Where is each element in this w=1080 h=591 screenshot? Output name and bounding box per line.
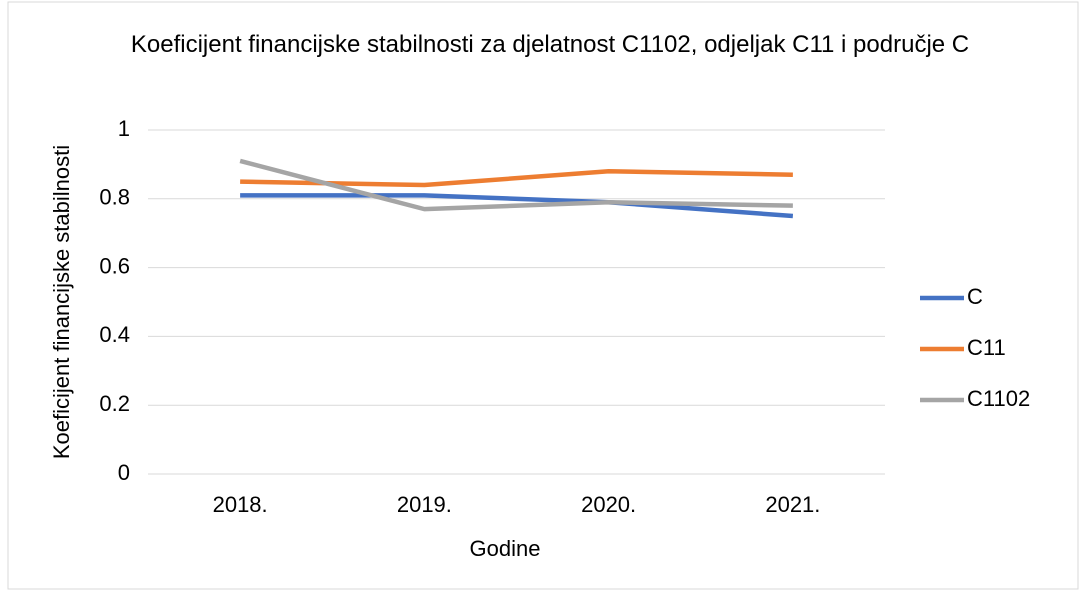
chart-border [7,1,1079,590]
x-axis-label: Godine [470,536,541,561]
y-tick-label: 0.2 [99,391,130,416]
chart-title: Koeficijent financijske stabilnosti za d… [130,31,970,58]
legend-label: C11 [967,335,1006,360]
legend-label: C1102 [967,386,1030,411]
y-tick-label: 0.6 [99,253,130,278]
y-tick-label: 1 [118,116,130,141]
y-tick-label: 0.4 [99,322,130,347]
y-axis-label: Koeficijent financijske stabilnosti [49,145,74,459]
x-tick-label: 2020. [581,492,636,517]
y-tick-label: 0.8 [99,185,130,210]
legend-label: C [967,284,983,309]
x-tick-label: 2019. [397,492,452,517]
series-line [240,193,794,219]
y-tick-label: 0 [118,460,130,485]
x-tick-label: 2018. [213,492,268,517]
series-line [239,158,793,212]
x-tick-label: 2021. [765,492,820,517]
